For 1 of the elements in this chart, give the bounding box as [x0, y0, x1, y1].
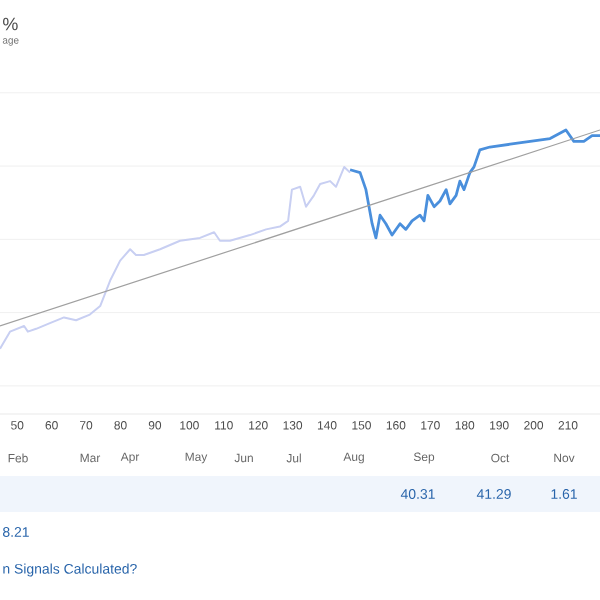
text: % [3, 17, 18, 31]
